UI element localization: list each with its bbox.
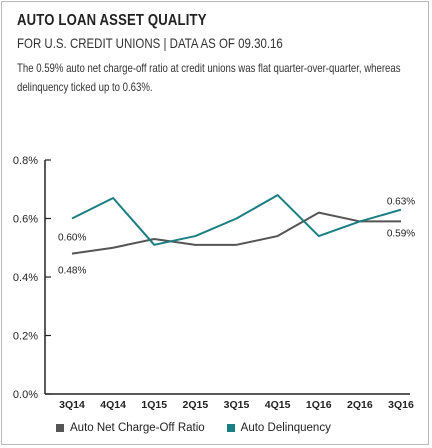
- legend-swatch-delinquency: [226, 424, 235, 432]
- x-tick-label: 3Q15: [224, 399, 250, 411]
- series-lines: [71, 194, 402, 255]
- x-tick-label: 3Q14: [59, 399, 85, 411]
- y-tick-label: 0.6%: [13, 214, 38, 226]
- chart-subtitle: FOR U.S. CREDIT UNIONS | DATA AS OF 09.3…: [17, 35, 283, 51]
- data-label: 0.59%: [387, 228, 415, 239]
- legend-swatch-charge-off: [56, 424, 64, 432]
- x-tick-label: 4Q15: [265, 399, 291, 411]
- y-tick-label: 0.2%: [13, 331, 38, 343]
- data-label: 0.60%: [58, 233, 86, 244]
- x-tick-label: 1Q16: [306, 399, 332, 411]
- x-tick-label: 2Q16: [347, 399, 373, 411]
- y-tick-label: 0.0%: [13, 389, 38, 401]
- chart-title: AUTO LOAN ASSET QUALITY: [17, 12, 207, 29]
- legend-item-charge-off: Auto Net Charge-Off Ratio: [56, 422, 205, 434]
- data-label: 0.63%: [387, 197, 415, 208]
- series-line-delinquency: [71, 194, 402, 246]
- series-line-charge-off: [71, 211, 401, 255]
- x-tick-label: 4Q14: [100, 399, 126, 411]
- legend-label-charge-off: Auto Net Charge-Off Ratio: [70, 422, 205, 434]
- y-tick-label: 0.8%: [13, 155, 38, 167]
- x-tick-label: 2Q15: [183, 399, 209, 411]
- legend-label-delinquency: Auto Delinquency: [240, 422, 331, 434]
- x-tick-label: 1Q15: [141, 399, 167, 411]
- data-labels: 0.48% 0.60% 0.63% 0.59%: [58, 197, 415, 277]
- legend-item-delinquency: Auto Delinquency: [226, 422, 331, 434]
- chart-description: The 0.59% auto net charge-off ratio at c…: [17, 61, 401, 94]
- x-tick-label: 3Q16: [388, 399, 414, 411]
- y-tick-label: 0.4%: [13, 272, 38, 284]
- legend: Auto Net Charge-Off Ratio Auto Delinquen…: [56, 420, 353, 436]
- data-label: 0.48%: [58, 266, 86, 277]
- axes: 0.0% 0.2% 0.4% 0.6% 0.8% 3Q14 4Q14 1Q15 2Q15 3Q15…: [13, 155, 414, 411]
